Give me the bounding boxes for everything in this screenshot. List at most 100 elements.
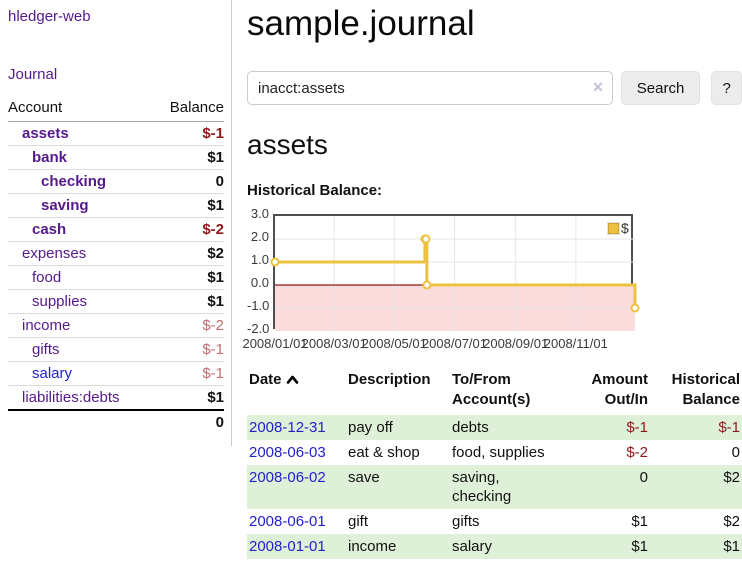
transaction-amount: $1: [631, 538, 648, 555]
account-balance: $-1: [153, 361, 224, 386]
account-row-supplies: supplies $1: [8, 289, 224, 314]
register-row: 2008-12-31 pay off debts $-1 $-1: [247, 415, 742, 440]
y-axis-tick-label: -2.0: [247, 321, 270, 336]
account-balance: 0: [153, 169, 224, 194]
transaction-date-link[interactable]: 2008-01-01: [249, 538, 326, 555]
account-row-gifts: gifts $-1: [8, 337, 224, 362]
balance-col-header: Balance: [153, 96, 224, 122]
register-col-description: Description: [348, 371, 431, 388]
transaction-accounts: salary: [452, 538, 493, 555]
transaction-date-link[interactable]: 2008-06-01: [249, 513, 326, 530]
y-axis-tick-label: 2.0: [250, 229, 269, 244]
account-row-expenses: expenses $2: [8, 241, 224, 266]
register-col-tofrom: To/From Account(s): [452, 371, 531, 408]
account-link-assets[interactable]: assets: [22, 125, 69, 142]
accounts-total-row: 0: [8, 409, 224, 434]
sort-asc-icon: [286, 375, 298, 384]
account-balance: $1: [153, 145, 224, 170]
app-title-link[interactable]: hledger-web: [8, 8, 91, 25]
accounts-total-balance: 0: [153, 409, 224, 434]
transaction-date-link[interactable]: 2008-06-02: [249, 469, 326, 486]
register-row: 2008-06-03 eat & shop food, supplies $-2…: [247, 440, 742, 465]
account-link-supplies[interactable]: supplies: [32, 293, 88, 310]
account-balance: $1: [153, 385, 224, 410]
legend-swatch-icon: [608, 222, 619, 234]
account-link-gifts[interactable]: gifts: [32, 341, 60, 358]
transaction-balance: $-1: [718, 419, 740, 436]
y-axis-tick-label: -1.0: [247, 298, 270, 313]
account-balance: $2: [153, 241, 224, 266]
transaction-amount: $1: [631, 513, 648, 530]
y-axis-tick-label: 0.0: [250, 275, 269, 290]
account-balance: $-2: [153, 313, 224, 338]
account-row-cash: cash $-2: [8, 217, 224, 242]
transaction-amount: $-2: [626, 444, 648, 461]
register-row: 2008-06-01 gift gifts $1 $2: [247, 509, 742, 534]
account-row-bank: bank $1: [8, 145, 224, 170]
x-axis-tick-label: 2008/03/01: [301, 336, 367, 351]
transaction-accounts: debts: [452, 419, 489, 436]
search-button[interactable]: Search: [620, 71, 701, 105]
help-button[interactable]: ?: [711, 71, 742, 105]
account-row-assets: assets $-1: [8, 122, 224, 146]
account-balance: $1: [153, 193, 224, 218]
transaction-balance: $1: [723, 538, 740, 555]
chart-legend: $: [608, 220, 629, 236]
y-axis-tick-label: 3.0: [250, 206, 269, 221]
account-balance: $1: [153, 265, 224, 290]
x-axis-tick-label: 2008/01/01: [242, 336, 308, 351]
account-link-checking[interactable]: checking: [41, 173, 107, 190]
accounts-col-header: Account: [8, 96, 154, 122]
transaction-description: eat & shop: [348, 444, 420, 461]
x-axis-tick-label: 2008/05/01: [361, 336, 427, 351]
transaction-balance: $2: [723, 513, 740, 530]
register-row: 2008-06-02 save saving, checking 0 $2: [247, 465, 742, 509]
account-balance: $-1: [153, 337, 224, 362]
y-axis-tick-label: 1.0: [250, 252, 269, 267]
account-row-liabilities-debts: liabilities:debts $1: [8, 385, 224, 410]
transaction-description: save: [348, 469, 380, 486]
accounts-tree-table: Account Balance assets $-1 bank $1 check…: [8, 96, 224, 434]
account-row-food: food $1: [8, 265, 224, 290]
transaction-date-link[interactable]: 2008-12-31: [249, 419, 326, 436]
page-title: sample.journal: [247, 4, 475, 43]
account-link-salary[interactable]: salary: [32, 365, 73, 382]
x-axis-tick-label: 2008/11/01: [543, 336, 608, 351]
account-heading: assets: [247, 129, 328, 160]
sidebar-item-journal[interactable]: Journal: [8, 66, 58, 83]
search-input[interactable]: [247, 71, 613, 105]
register-col-date[interactable]: Date: [247, 368, 346, 415]
account-link-food[interactable]: food: [32, 269, 62, 286]
clear-search-icon[interactable]: ✕: [592, 79, 604, 95]
account-link-bank[interactable]: bank: [32, 149, 68, 166]
app-title: hledger-web: [8, 8, 224, 26]
account-link-income[interactable]: income: [22, 317, 71, 334]
transaction-accounts: gifts: [452, 513, 480, 530]
search-box: ✕: [247, 71, 613, 105]
account-row-saving: saving $1: [8, 193, 224, 218]
legend-label: $: [621, 220, 629, 236]
transaction-accounts: food, supplies: [452, 444, 545, 461]
transaction-balance: $2: [723, 469, 740, 486]
transaction-description: gift: [348, 513, 369, 530]
account-link-cash[interactable]: cash: [32, 221, 67, 238]
transaction-date-link[interactable]: 2008-06-03: [249, 444, 326, 461]
account-link-saving[interactable]: saving: [41, 197, 89, 214]
account-link-expenses[interactable]: expenses: [22, 245, 87, 262]
transaction-accounts: saving, checking: [452, 469, 512, 505]
transaction-description: pay off: [348, 419, 393, 436]
account-link-liabilities-debts[interactable]: liabilities:debts: [22, 389, 120, 406]
main-content: sample.journal ✕ Search ? assets Histori…: [242, 0, 742, 559]
search-form: ✕ Search ?: [247, 71, 742, 105]
sidebar: hledger-web Journal Account Balance asse…: [0, 0, 232, 446]
register-col-balance: Historical Balance: [671, 371, 740, 408]
transaction-amount: $-1: [626, 419, 648, 436]
register-table: Date Description To/From Account(s) Amou…: [247, 368, 742, 559]
x-axis-tick-label: 2008/07/01: [421, 336, 488, 351]
register-row: 2008-01-01 income salary $1 $1: [247, 534, 742, 559]
register-col-amount: Amount Out/In: [591, 371, 648, 408]
transaction-description: income: [348, 538, 397, 555]
account-balance: $1: [153, 289, 224, 314]
account-row-checking: checking 0: [8, 169, 224, 194]
chart-title: Historical Balance:: [247, 182, 383, 199]
